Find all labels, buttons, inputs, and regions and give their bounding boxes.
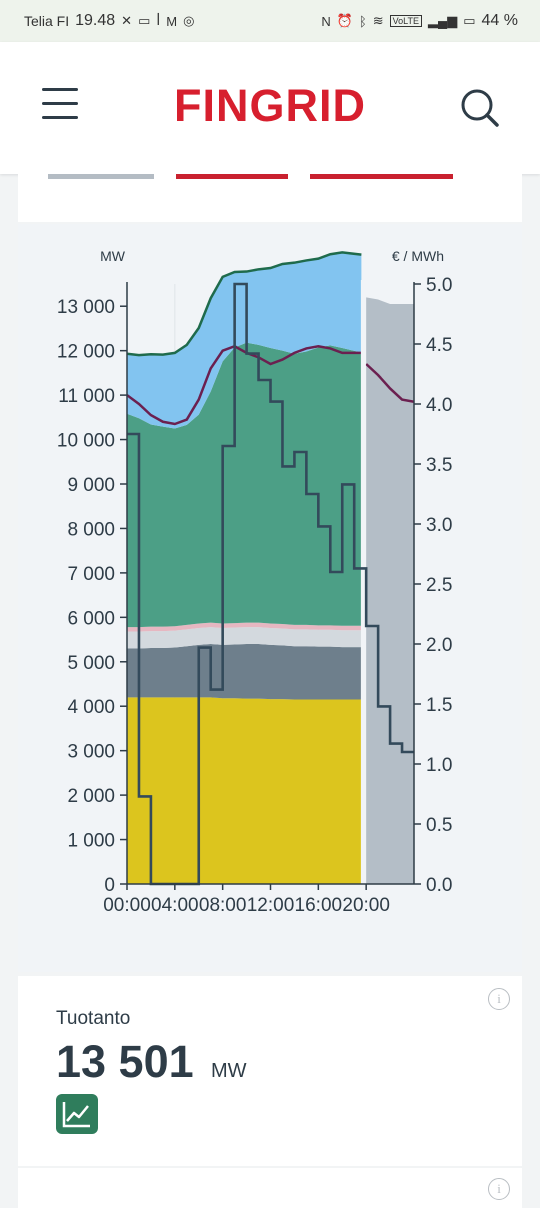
y-left-tick-label: 9 000 [67,475,115,496]
line-chart-button[interactable] [56,1094,98,1134]
chart-tabs [18,174,522,222]
area-nuclear [127,697,362,884]
y-left-tick-label: 2 000 [67,786,115,807]
y-right-tick-label: 1.5 [426,695,452,716]
y-left-tick-label: 5 000 [67,653,115,674]
missed-call-icon: ✕ [121,13,133,28]
bluetooth-icon: ᛒ [358,13,367,29]
y-left-unit: MW [100,248,126,264]
area-hydro [127,252,362,429]
line-chart-icon [62,1102,90,1128]
y-left-tick-label: 11 000 [58,386,115,407]
y-left-tick-label: 6 000 [67,608,115,629]
area-wind [127,342,362,628]
chart-svg[interactable]: MW € / MWh 0 1 000 2 000 3 000 4 000 5 000 6 000… [18,224,522,972]
x-tick-label: 20:00 [342,895,390,916]
tab-indicator-2[interactable] [176,174,288,179]
area-chp [127,644,362,700]
y-right-tick-label: 3.0 [426,515,452,536]
y-right-tick-label: 2.0 [426,635,452,656]
y-right-tick-label: 0.5 [426,815,452,836]
x-tick-label: 16:00 [295,895,343,916]
x-tick-label: 12:00 [247,895,295,916]
production-unit: MW [211,1060,247,1082]
wifi-icon: ≋ [372,13,384,28]
calendar-icon: ▭ [138,13,151,28]
y-right-tick-label: 4.0 [426,395,452,416]
production-value: 13 501 [56,1036,194,1087]
consumption-line [126,344,362,426]
search-icon[interactable] [458,86,502,130]
tab-indicator-3[interactable] [310,174,453,179]
y-right-unit: € / MWh [392,248,444,264]
y-right-tick-label: 1.0 [426,755,452,776]
volte-icon: VoLTE [389,15,423,27]
y-left-tick-label: 8 000 [67,519,115,540]
app-icon: ꟾ [156,13,161,28]
y-left-tick-label: 13 000 [57,297,115,318]
instagram-icon: ◎ [183,13,195,28]
fingrid-logo[interactable]: FINGRID [174,80,366,131]
signal-icon: ▂▄▆ [428,13,458,28]
y-left-tick-label: 7 000 [67,564,115,585]
gmail-icon: M [166,13,178,29]
x-tick-label: 04:00 [151,895,199,916]
production-label: Tuotanto [56,1008,131,1029]
area-other [127,627,362,649]
x-tick-label: 00:00 [103,895,151,916]
y-left-tick-label: 10 000 [57,431,115,452]
info-icon[interactable]: i [488,1178,510,1200]
y-left-tick-label: 12 000 [57,342,115,363]
clock: 19.48 [75,12,116,29]
production-card: i Tuotanto 13 501 MW [18,976,522,1166]
status-bar: Telia FI 19.48 ✕ ▭ ꟾ M ◎ N ⏰ ᛒ ≋ VoLTE ▂… [0,0,540,42]
y-left-tick-label: 3 000 [67,742,115,763]
y-right-tick-label: 3.5 [426,455,452,476]
info-icon[interactable]: i [488,988,510,1010]
alarm-icon: ⏰ [336,13,353,28]
y-left-tick-label: 1 000 [67,831,115,852]
next-card: i [18,1168,522,1208]
area-small [127,622,362,632]
battery-icon: ▭ [463,13,476,28]
y-left-tick-label: 0 [104,875,115,896]
forecast-area [366,297,414,884]
y-right-tick-label: 2.5 [426,575,452,596]
tab-indicator-1[interactable] [48,174,154,179]
power-chart: MW € / MWh 0 1 000 2 000 3 000 4 000 5 000 6 000… [18,224,522,972]
y-right-tick-label: 0.0 [426,875,452,896]
nfc-icon: N [321,13,331,29]
carrier: Telia FI [24,13,70,29]
x-tick-label: 08:00 [199,895,247,916]
consumption-forecast-line [365,363,415,404]
y-left-tick-label: 4 000 [67,697,115,718]
y-right-tick-label: 5.0 [426,275,452,296]
production-line [126,251,362,357]
hamburger-menu-icon[interactable] [42,88,78,120]
app-header: FINGRID [0,42,540,174]
y-right-tick-label: 4.5 [426,335,452,356]
battery-percent: 44 % [481,12,518,29]
